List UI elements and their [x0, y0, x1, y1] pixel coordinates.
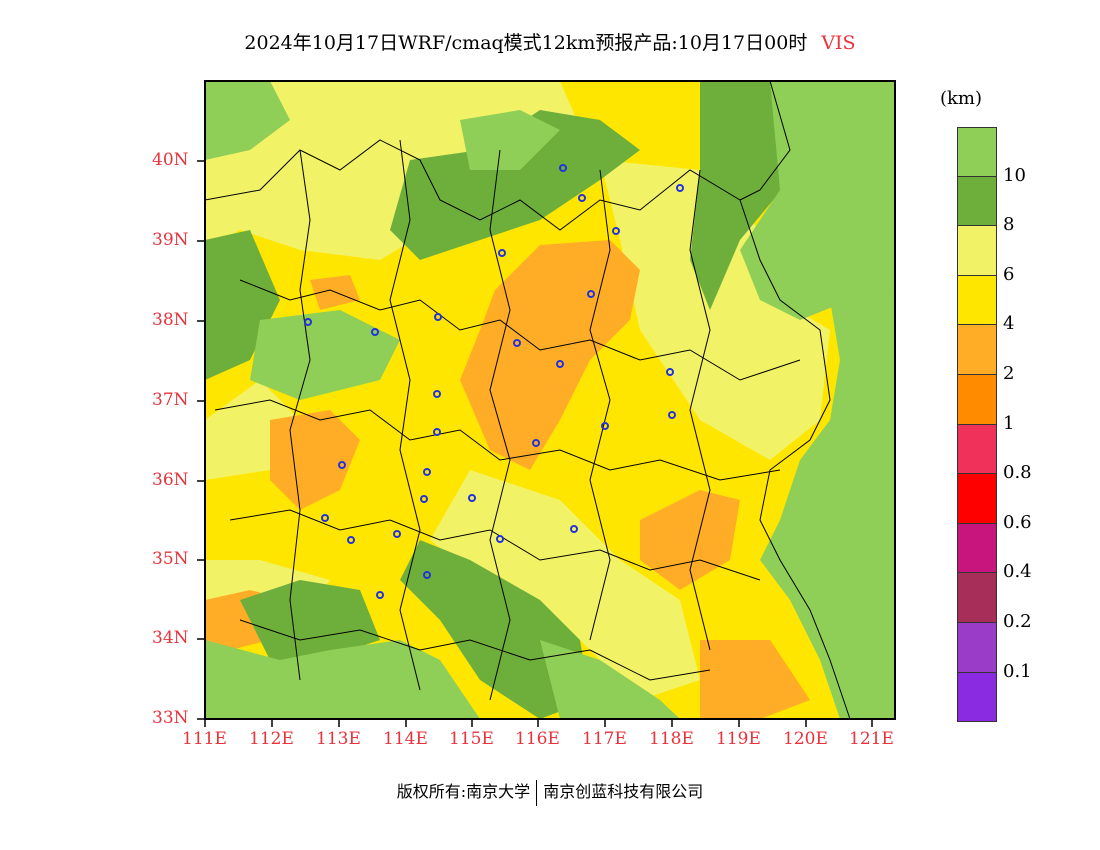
lon-label-118: 118E	[649, 729, 694, 749]
legend-swatch	[957, 523, 997, 574]
lon-label-121: 121E	[849, 729, 894, 749]
field-orange-central	[460, 240, 640, 470]
copyright-right: 南京创蓝科技有限公司	[543, 782, 704, 801]
field-green-south2	[540, 640, 680, 719]
legend-swatch	[957, 672, 997, 723]
title-variable: VIS	[821, 32, 856, 54]
legend-swatch	[957, 474, 997, 524]
lat-ticks	[197, 160, 205, 720]
lon-label-119: 119E	[716, 729, 761, 749]
lat-label-34: 34N	[152, 628, 189, 648]
field-orange-south	[700, 640, 810, 719]
chart-title: 2024年10月17日WRF/cmaq模式12km预报产品:10月17日00时 V…	[0, 28, 1100, 55]
copyright-footer: 版权所有:南京大学 南京创蓝科技有限公司	[0, 778, 1100, 806]
field-green-nw	[205, 81, 290, 160]
legend-swatch	[957, 325, 997, 375]
footer-separator	[536, 779, 538, 806]
legend-swatch	[957, 622, 997, 673]
field-dark-green-sw	[240, 580, 380, 660]
legend-label: 0.2	[1003, 611, 1032, 632]
lat-label-39: 39N	[152, 230, 189, 250]
lat-label-35: 35N	[152, 549, 189, 569]
legend-unit: (km)	[940, 88, 983, 109]
legend-label: 8	[1003, 214, 1015, 236]
station-markers	[304, 164, 684, 599]
copyright-left: 版权所有:南京大学	[396, 782, 531, 801]
field-light-yellow-east	[600, 160, 830, 460]
lon-label-116: 116E	[515, 729, 560, 749]
legend-label: 0.4	[1003, 561, 1032, 583]
lon-label-117: 117E	[582, 729, 627, 749]
title-main: 2024年10月17日WRF/cmaq模式12km预报产品:10月17日00时	[244, 32, 808, 54]
legend-swatch	[957, 275, 997, 326]
lon-label-113: 113E	[316, 729, 361, 749]
legend-label: 0.8	[1003, 462, 1032, 484]
field-dark-green-south	[400, 540, 590, 719]
lon-label-111: 111E	[182, 729, 227, 749]
map-frame	[204, 80, 896, 720]
field-dark-green-west	[205, 230, 280, 380]
legend-label: 0.1	[1003, 660, 1032, 682]
legend-swatch	[957, 127, 997, 177]
legend-label: 2	[1003, 363, 1015, 384]
field-light-yellow-south	[430, 470, 700, 700]
legend-label: 10	[1003, 164, 1026, 186]
province-borders	[205, 81, 851, 719]
field-green-south	[205, 640, 480, 719]
legend-label: 4	[1003, 313, 1015, 335]
field-yellow-sea	[760, 290, 895, 719]
field-orange-west	[270, 410, 360, 510]
lat-label-38: 38N	[152, 310, 189, 330]
lat-label-33: 33N	[152, 708, 189, 728]
lat-label-36: 36N	[152, 470, 189, 490]
lon-ticks	[204, 719, 873, 727]
field-green-north	[460, 110, 560, 170]
lon-label-114: 114E	[383, 729, 428, 749]
legend-swatch	[957, 374, 997, 425]
legend-label: 1	[1003, 412, 1015, 434]
lat-label-40: 40N	[152, 150, 189, 170]
lon-label-115: 115E	[449, 729, 494, 749]
field-dark-green-north	[390, 110, 640, 260]
legend-label: 0.6	[1003, 511, 1032, 533]
lon-label-112: 112E	[249, 729, 294, 749]
map-fields	[205, 81, 895, 719]
color-legend	[957, 127, 997, 723]
legend-label: 6	[1003, 263, 1015, 285]
field-dark-green-northeast	[690, 81, 790, 310]
legend-swatch	[957, 176, 997, 227]
legend-swatch	[957, 226, 997, 276]
field-green-taiyuan	[250, 310, 400, 400]
lon-label-120: 120E	[783, 729, 828, 749]
lat-label-37: 37N	[152, 390, 189, 410]
field-bohai-sea	[740, 81, 895, 320]
legend-swatch	[957, 424, 997, 475]
legend-swatch	[957, 573, 997, 623]
